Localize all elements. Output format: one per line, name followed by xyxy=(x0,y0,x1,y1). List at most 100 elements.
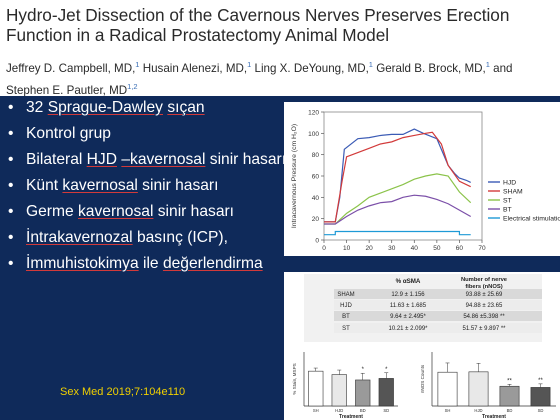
bar xyxy=(437,371,458,407)
x-tick-label: 50 xyxy=(433,245,441,252)
bullet-icon: • xyxy=(8,177,14,194)
series-line-st xyxy=(324,173,472,225)
bullet-list: • 32 Sprague-Dawley sıçan • Kontrol grup •… xyxy=(8,98,288,280)
icp-chart-panel: 0 20 40 60 80 100 120 0 10 20 30 40 50 60 70 Intracaver… xyxy=(284,102,560,256)
bullet-icon: • xyxy=(8,151,14,168)
table-row xyxy=(334,289,542,299)
author-name: Husain Alenezi, MD, xyxy=(142,61,248,75)
x-axis-label: Treatment xyxy=(339,414,363,420)
y-tick-label: 0 xyxy=(315,238,319,245)
author-affiliation: 1 xyxy=(247,60,252,69)
author-affiliation: 1 xyxy=(135,60,140,69)
x-tick-label: 20 xyxy=(366,245,374,252)
bullet-icon: • xyxy=(8,229,14,246)
x-tick-label: SD xyxy=(383,408,389,413)
series-line-electrical-stimulation xyxy=(324,230,471,236)
x-tick-label: 10 xyxy=(343,245,351,252)
table-header: % αSMA xyxy=(396,278,421,285)
legend-entry: BT xyxy=(503,207,512,214)
x-tick-label: SD xyxy=(538,408,544,413)
series-line-sham xyxy=(324,131,471,223)
legend-entry: Electrical stimulation xyxy=(503,216,560,223)
bar xyxy=(331,374,347,407)
y-axis-label: Intracavernous Pressure (cm H₂O) xyxy=(291,124,298,228)
table-row xyxy=(334,311,542,321)
x-tick-label: BD xyxy=(360,408,366,413)
table-cell: 51.57 ± 9.897 ** xyxy=(463,326,507,332)
bullet-item: • Bilateral HJD –kavernosal sinir hasarı xyxy=(8,150,288,170)
table-header: Number of nerve xyxy=(461,277,508,283)
legend-entry: SHAM xyxy=(503,189,523,196)
author-name: and xyxy=(493,61,513,75)
table-cell: 12.9 ± 1.156 xyxy=(391,292,425,298)
bar xyxy=(530,387,551,407)
author-name: Gerald B. Brock, MD, xyxy=(376,61,486,75)
table-row xyxy=(334,300,542,310)
table-cell: 9.64 ± 2.495* xyxy=(390,314,426,320)
x-tick-label: SH xyxy=(313,408,319,413)
bullet-icon: • xyxy=(8,203,14,220)
table-cell: 54.86 ±5.398 ** xyxy=(463,314,505,320)
bullet-item: • 32 Sprague-Dawley sıçan xyxy=(8,98,288,118)
table-row-label: BT xyxy=(342,314,350,320)
bar xyxy=(355,379,371,407)
table-row-label: ST xyxy=(342,326,350,332)
bullet-text: İmmuhistokimya ile değerlendirma xyxy=(26,255,263,272)
x-tick-label: 70 xyxy=(478,245,486,252)
y-tick-label: 60 xyxy=(312,174,320,181)
legend-entry: HJD xyxy=(503,180,516,187)
bullet-text: İntrakavernozal basınç (ICP), xyxy=(26,229,228,246)
bar xyxy=(378,378,394,407)
table-cell: 93.88 ± 25.69 xyxy=(466,292,503,298)
table-cell: 11.63 ± 1.685 xyxy=(390,303,427,309)
y-tick-label: 120 xyxy=(308,110,319,117)
x-tick-label: 30 xyxy=(388,245,396,252)
table-cell: 10.21 ± 2.099* xyxy=(389,326,429,332)
significance-mark: * xyxy=(385,367,388,373)
bullet-item: • İntrakavernozal basınç (ICP), xyxy=(8,228,288,248)
bullet-text: 32 Sprague-Dawley sıçan xyxy=(26,99,205,116)
y-tick-label: 80 xyxy=(312,152,320,159)
y-tick-label: 40 xyxy=(312,195,320,202)
x-tick-label: HJD xyxy=(474,408,482,413)
y-axis-label: nNOS Counts xyxy=(420,364,425,393)
x-tick-label: BD xyxy=(507,408,513,413)
bullet-text: Bilateral HJD –kavernosal sinir hasarı xyxy=(26,151,287,168)
y-axis-label: % Stain, MSPS xyxy=(292,363,297,394)
author-list: Jeffrey D. Campbell, MD,1 Husain Alenezi… xyxy=(6,56,558,100)
bullet-item: • Kontrol grup xyxy=(8,124,288,144)
legend-entry: ST xyxy=(503,198,512,205)
bullet-item: • İmmuhistokimya ile değerlendirma xyxy=(8,254,288,274)
series-line-bt xyxy=(324,194,472,225)
table-cell: 94.88 ± 23.65 xyxy=(466,303,503,309)
significance-mark: ** xyxy=(507,378,512,384)
y-tick-label: 100 xyxy=(308,131,319,138)
significance-mark: * xyxy=(362,367,365,373)
x-axis-label: Treatment xyxy=(482,414,506,420)
bar xyxy=(308,370,324,407)
journal-reference: Sex Med 2019;7:104e110 xyxy=(60,386,186,398)
significance-mark: ** xyxy=(538,378,543,384)
paper-header: Hydro-Jet Dissection of the Cavernous Ne… xyxy=(0,0,560,97)
series-line-hjd xyxy=(324,128,471,223)
bullet-icon: • xyxy=(8,125,14,142)
author-affiliation: 1 xyxy=(485,60,490,69)
bar xyxy=(468,371,489,407)
author-name: Ling X. DeYoung, MD, xyxy=(254,61,369,75)
x-tick-label: 60 xyxy=(456,245,464,252)
bullet-item: • Germe kavernosal sinir hasarı xyxy=(8,202,288,222)
x-tick-label: 40 xyxy=(411,245,419,252)
bullet-icon: • xyxy=(8,99,14,116)
x-tick-label: HJD xyxy=(335,408,343,413)
paper-title: Hydro-Jet Dissection of the Cavernous Ne… xyxy=(6,5,510,45)
bullet-text: Kontrol grup xyxy=(26,125,111,142)
bullet-text: Künt kavernosal sinir hasarı xyxy=(26,177,219,194)
author-name: Jeffrey D. Campbell, MD, xyxy=(6,61,136,75)
author-name: Stephen E. Pautler, MD xyxy=(6,83,128,97)
y-tick-label: 20 xyxy=(312,216,320,223)
table-header: fibers (nNOS) xyxy=(465,284,502,290)
plot-area xyxy=(323,111,483,241)
